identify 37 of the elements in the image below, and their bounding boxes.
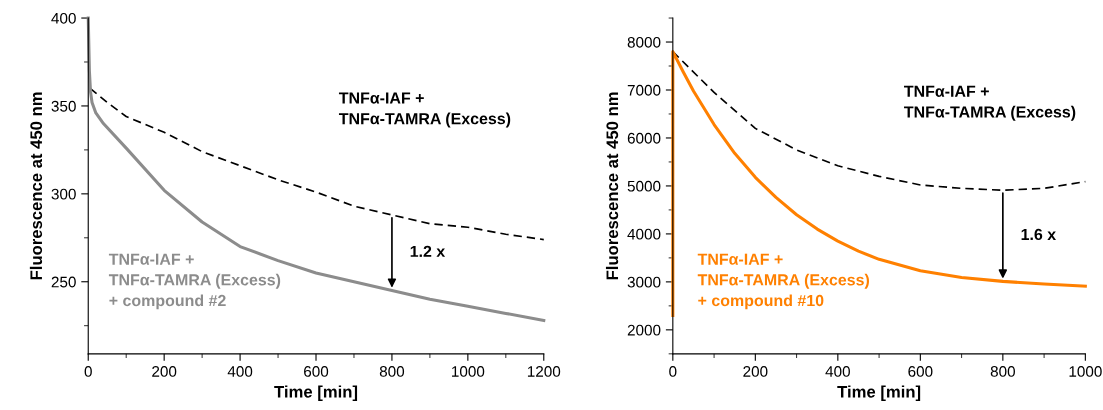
- x-tick-label: 200: [152, 366, 177, 377]
- line-series: [86, 16, 546, 322]
- series-label: TNFα-IAF + TNFα-TAMRA (Excess) + compound #10: [697, 253, 869, 310]
- y-tick-label: 8000: [627, 36, 661, 48]
- y-tick-label: 2000: [627, 324, 661, 336]
- text: TNFα-IAF + TNFα-TAMRA (Excess): [904, 85, 1076, 121]
- x-tick-label: 0: [84, 366, 92, 377]
- y-tick-label: 4000: [627, 228, 661, 240]
- x-axis-title: Time [min]: [837, 385, 921, 401]
- y-tick-label: 250: [51, 276, 76, 288]
- y-tick-label: 300: [51, 188, 76, 200]
- text: TNFα-IAF + TNFα-TAMRA (Excess): [338, 92, 511, 128]
- x-tick-label: 400: [227, 366, 253, 377]
- x-tick-label: 0: [669, 366, 677, 377]
- line-series: [671, 50, 1087, 317]
- line-series: [89, 87, 545, 241]
- series-label: TNFα-IAF + TNFα-TAMRA (Excess) + compound #2: [108, 253, 281, 310]
- y-tick-label: 7000: [627, 84, 661, 96]
- x-tick-label: 1000: [452, 366, 485, 377]
- x-tick-label: 200: [743, 366, 768, 377]
- y-axis-title: Fluorescence at 450 nm: [29, 92, 43, 280]
- annotation: 1.6 x: [1021, 228, 1057, 241]
- y-tick-label: 350: [51, 100, 76, 112]
- x-tick-label: 400: [825, 366, 850, 377]
- y-axis-title: Fluorescence at 450 nm: [605, 92, 619, 280]
- x-tick-label: 1200: [527, 366, 561, 377]
- x-tick-label: 800: [990, 366, 1015, 377]
- x-tick-label: 600: [304, 366, 329, 377]
- x-tick-label: 600: [908, 366, 933, 377]
- y-tick-label: 6000: [627, 132, 661, 144]
- y-tick-label: 3000: [627, 276, 661, 288]
- y-tick-label: 400: [51, 12, 76, 24]
- x-axis-title: Time [min]: [274, 385, 358, 401]
- x-tick-label: 800: [379, 366, 405, 377]
- annotation: 1.2 x: [410, 245, 446, 257]
- y-tick-label: 5000: [627, 180, 661, 192]
- x-tick-label: 1000: [1069, 366, 1102, 377]
